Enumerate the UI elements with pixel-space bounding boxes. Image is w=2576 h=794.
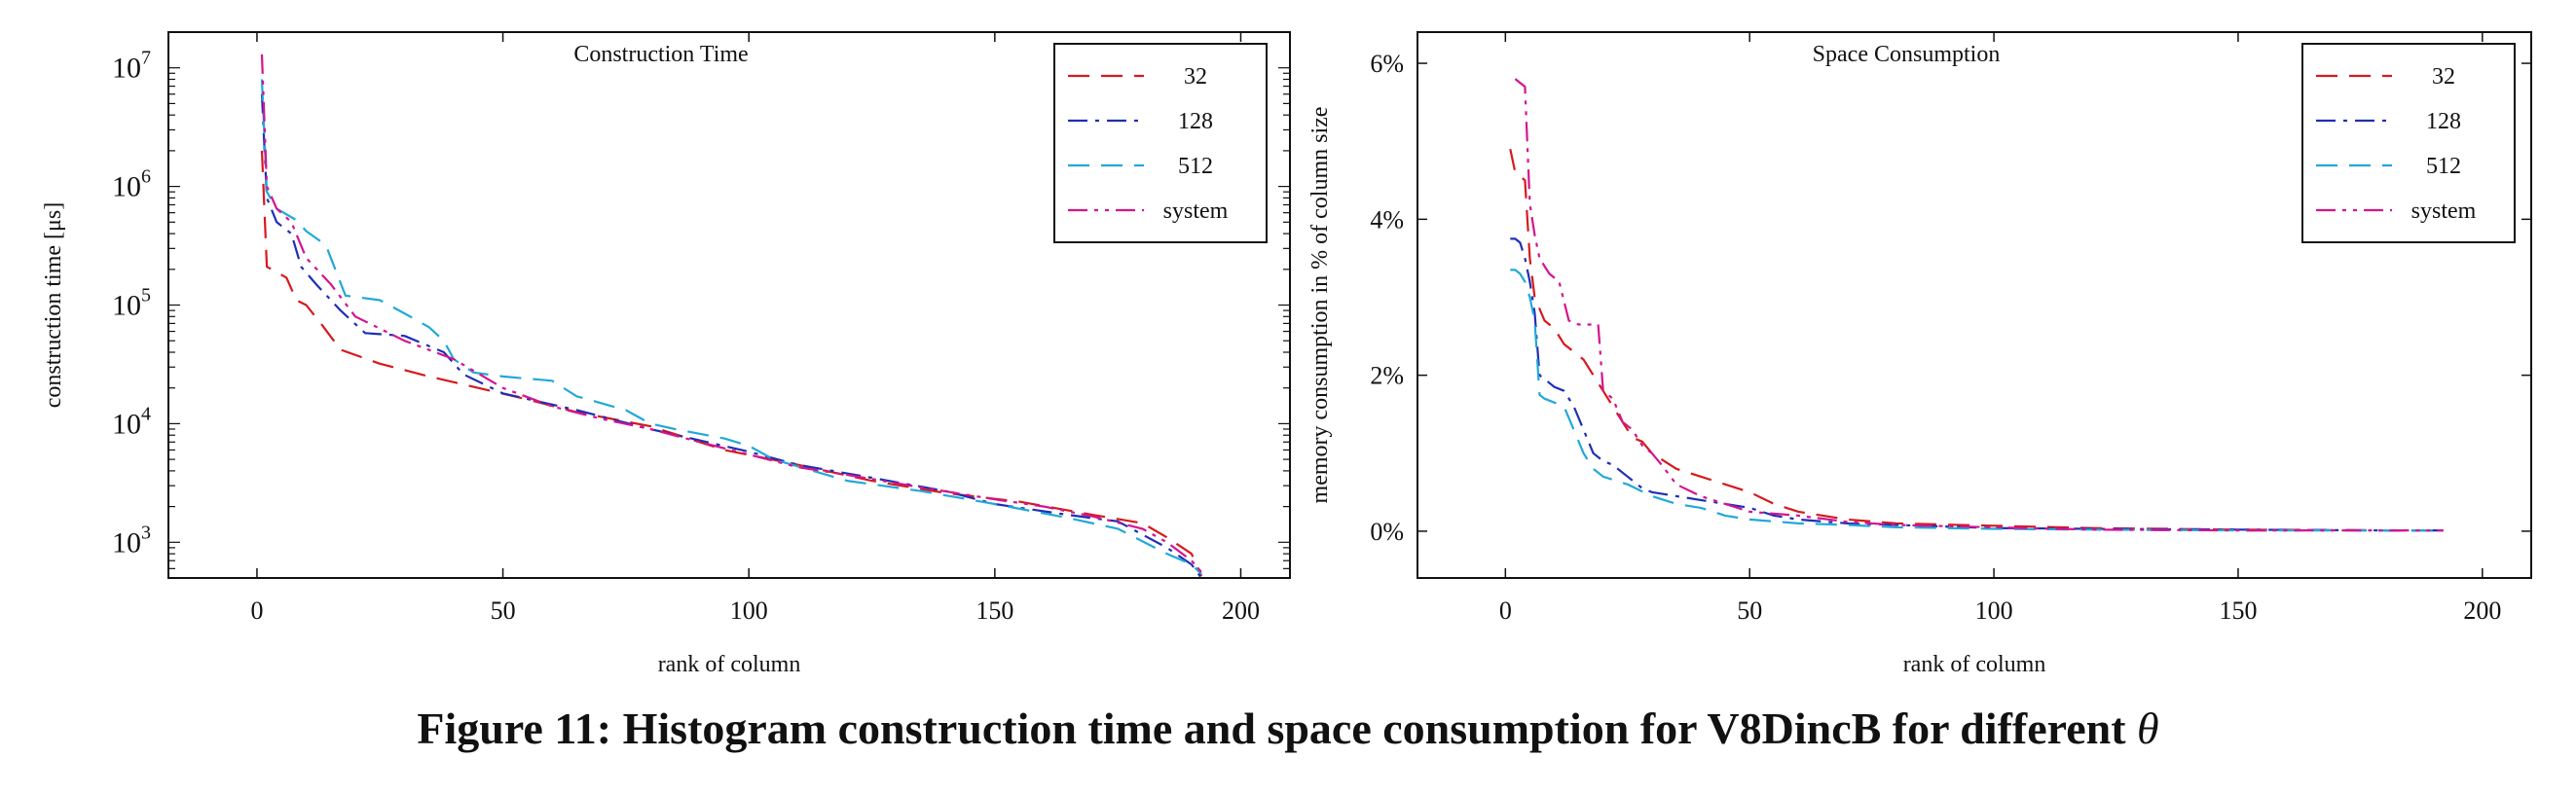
x-tick-label: 50 [491,596,516,625]
y-tick-base: 10 [112,53,141,85]
y-tick-base: 10 [112,171,141,203]
x-axis-label: rank of column [1903,652,2046,677]
y-tick-label: 107 [112,48,151,85]
x-tick-label: 0 [1499,596,1512,625]
y-tick-exponent: 3 [141,522,151,543]
legend-label-128: 128 [1178,109,1213,134]
y-tick-base: 10 [112,290,141,322]
legend-label-128: 128 [2426,109,2461,134]
x-tick-label: 150 [975,596,1013,625]
x-tick-label: 200 [1222,596,1260,625]
y-tick-label: 2% [1370,362,1404,390]
y-tick-base: 10 [112,526,141,559]
y-tick-label: 0% [1370,518,1404,546]
y-tick-label: 105 [112,285,151,322]
y-tick-base: 10 [112,408,141,440]
y-tick-exponent: 4 [141,403,151,424]
series-line-32 [260,150,1203,577]
legend-label-32: 32 [1184,64,1207,90]
x-tick-label: 200 [2463,596,2501,625]
y-tick-exponent: 7 [141,48,151,69]
legend-box [1053,43,1268,243]
legend-box [2301,43,2516,243]
x-axis-label: rank of column [658,652,801,677]
legend-label-32: 32 [2432,64,2455,90]
x-tick-label: 100 [730,596,768,625]
y-tick-exponent: 5 [141,285,151,307]
x-tick-label: 150 [2219,596,2257,625]
x-tick-label: 0 [250,596,263,625]
caption-text: Figure 11: Histogram construction time a… [417,704,2138,753]
chart-title: Space Consumption [1813,42,2001,67]
y-axis-label: construction time [μs] [41,202,66,409]
y-tick-exponent: 6 [141,166,151,188]
y-tick-label: 4% [1370,205,1404,234]
x-tick-label: 50 [1737,596,1762,625]
y-tick-label: 6% [1370,50,1404,78]
y-tick-label: 103 [112,522,151,559]
series-line-32 [1509,148,2444,532]
y-axis-label: memory consumption in % of column size [1307,107,1333,504]
legend-label-system: system [2411,198,2477,224]
series-line-512 [260,79,1202,575]
figure-caption: Figure 11: Histogram construction time a… [0,703,2576,754]
space-consumption-chart: Space Consumption 0 50 100 150 200 0% 2% 4% 6% ran… [1307,31,2532,677]
plot-frame [1417,31,2532,579]
legend-label-512: 512 [1178,154,1213,179]
y-tick-label: 106 [112,166,151,203]
y-tick-label: 104 [112,403,151,440]
legend-label-512: 512 [2426,154,2461,179]
x-tick-label: 100 [1975,596,2013,625]
caption-theta-symbol: θ [2137,704,2159,753]
legend-label-system: system [1163,198,1229,224]
chart-title: Construction Time [573,42,748,67]
series-line-512 [1510,269,2444,532]
series-line-128 [1510,237,2444,532]
series-line-system [260,54,1202,573]
